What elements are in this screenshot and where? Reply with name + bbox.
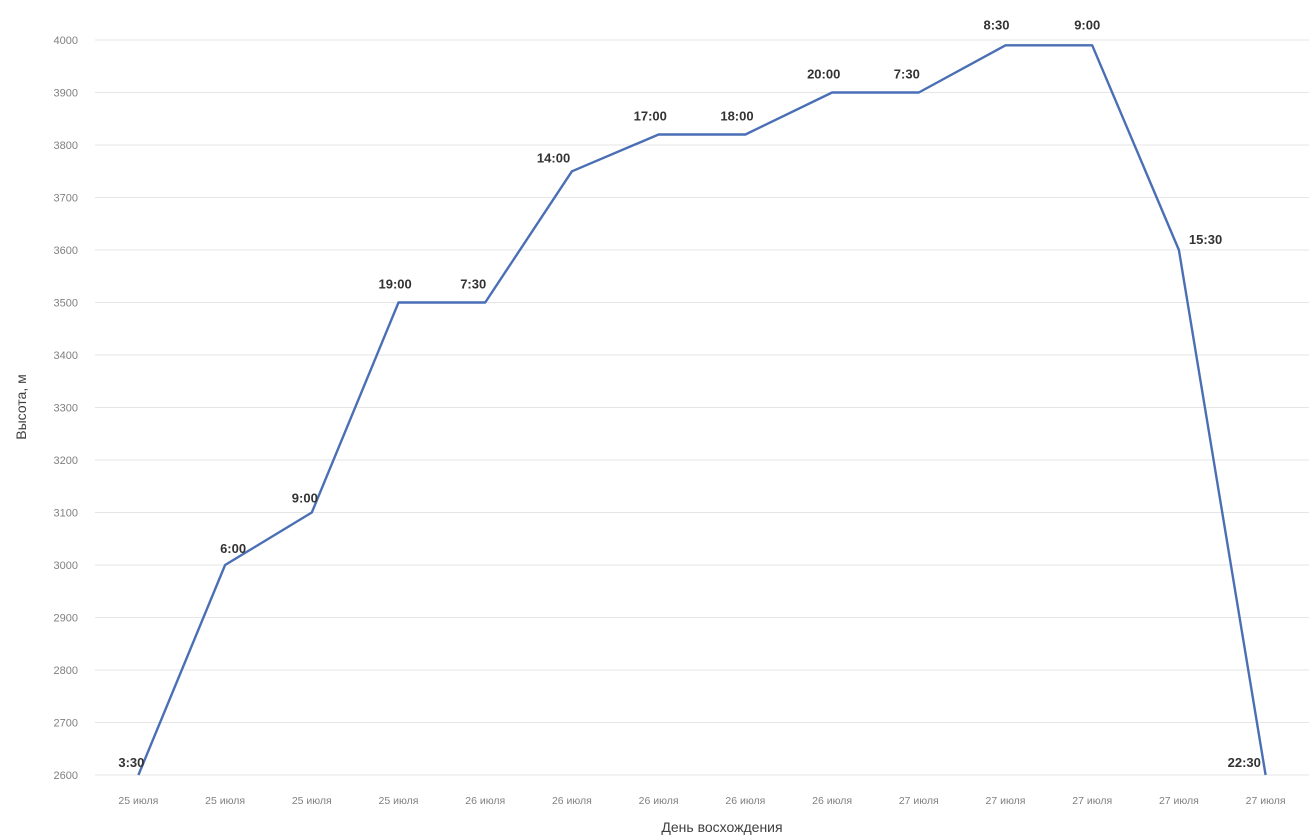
data-label: 3:30 [118, 755, 144, 770]
y-tick-label: 3300 [54, 403, 78, 415]
data-label: 18:00 [720, 109, 753, 124]
x-axis-title: День восхождения [661, 819, 782, 835]
data-label: 7:30 [460, 277, 486, 292]
y-tick-label: 2800 [54, 665, 78, 677]
x-tick-label: 25 июля [379, 795, 419, 807]
x-tick-label: 27 июля [899, 795, 939, 807]
y-tick-label: 3500 [54, 298, 78, 310]
x-tick-label: 27 июля [986, 795, 1026, 807]
x-tick-label: 26 июля [465, 795, 505, 807]
y-tick-label: 2900 [54, 613, 78, 625]
series-line [137, 44, 1267, 776]
data-label: 7:30 [894, 67, 920, 82]
gridlines [95, 39, 1309, 776]
data-label: 19:00 [379, 277, 412, 292]
data-labels: 3:30 6:00 9:00 19:00 7:30 14:00 17:00 18:00 20:0… [118, 17, 1261, 770]
y-tick-label: 2600 [54, 770, 78, 782]
y-tick-label: 3600 [54, 245, 78, 257]
x-tick-label: 26 июля [725, 795, 765, 807]
y-tick-label: 3900 [54, 88, 78, 100]
x-tick-label: 27 июля [1072, 795, 1112, 807]
y-tick-label: 2700 [54, 718, 78, 730]
y-tick-label: 3200 [54, 455, 78, 467]
data-label: 9:00 [292, 491, 318, 506]
x-axis-ticks: 25 июля 25 июля 25 июля 25 июля 26 июля 26 ию… [118, 795, 1285, 807]
data-label: 9:00 [1074, 17, 1100, 32]
x-tick-label: 26 июля [639, 795, 679, 807]
data-label: 20:00 [807, 67, 840, 82]
x-tick-label: 25 июля [292, 795, 332, 807]
y-axis-title: Высота, м [13, 374, 29, 439]
x-tick-label: 25 июля [205, 795, 245, 807]
y-tick-label: 3700 [54, 193, 78, 205]
data-label: 17:00 [634, 109, 667, 124]
data-label: 8:30 [984, 17, 1010, 32]
x-tick-label: 25 июля [118, 795, 158, 807]
x-tick-label: 26 июля [552, 795, 592, 807]
y-tick-label: 4000 [54, 35, 78, 47]
y-tick-label: 3100 [54, 508, 78, 520]
y-tick-label: 3000 [54, 560, 78, 572]
data-label: 6:00 [220, 541, 246, 556]
data-label: 22:30 [1228, 755, 1261, 770]
y-axis-ticks: 2600 2700 2800 2900 3000 3100 3200 3300 3400 3500… [54, 35, 78, 782]
data-label: 14:00 [537, 150, 570, 165]
series-layer [137, 44, 1267, 776]
x-tick-label: 27 июля [1159, 795, 1199, 807]
x-tick-label: 26 июля [812, 795, 852, 807]
y-tick-label: 3800 [54, 140, 78, 152]
x-tick-label: 27 июля [1246, 795, 1286, 807]
y-tick-label: 3400 [54, 350, 78, 362]
data-label: 15:30 [1189, 232, 1222, 247]
